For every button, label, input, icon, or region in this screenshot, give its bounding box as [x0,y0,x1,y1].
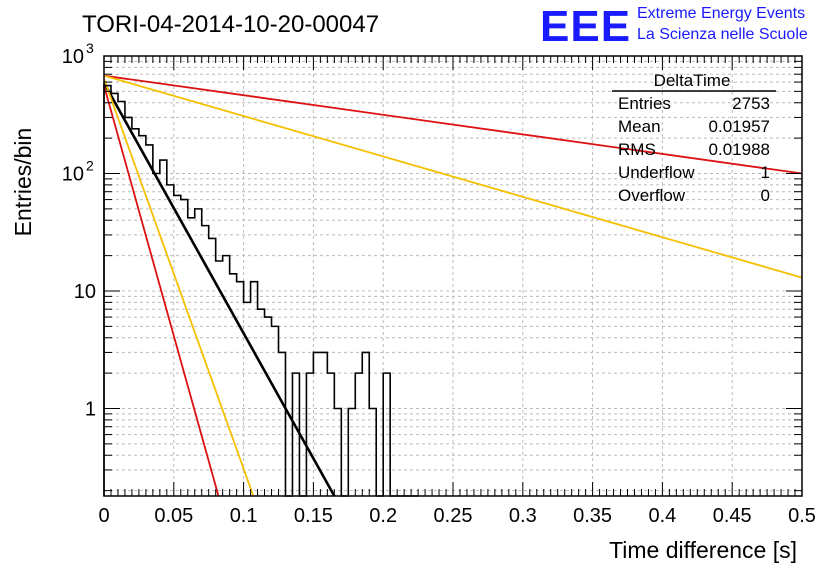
x-tick-label: 0.5 [788,505,816,527]
y-tick-label: 10 [62,46,84,68]
x-tick-label: 0.4 [648,505,676,527]
y-axis-label: Entries/bin [10,128,36,237]
x-tick-label: 0.05 [154,505,193,527]
stats-value: 2753 [732,94,770,113]
x-tick-label: 0.15 [294,505,333,527]
y-tick-exponent: 2 [86,157,94,173]
y-tick-label: 1 [85,398,96,420]
chart-title: TORI-04-2014-10-20-00047 [82,11,379,38]
histogram-outline [103,84,419,497]
stats-value: 0.01957 [709,117,770,136]
eee-logo: EEE Extreme Energy Events La Scienza nel… [540,2,808,51]
x-tick-label: 0 [98,505,109,527]
inner_band-curve [103,74,803,279]
stats-rows: Entries 2753 Mean 0.01957 RMS 0.01988 Underflo… [618,94,770,205]
logo-line2: La Scienza nelle Scuole [637,26,808,43]
y-tick-exponent: 3 [86,40,94,56]
inner_band-curve [103,78,255,497]
logo-mark: EEE [540,2,631,51]
fit-curve [102,82,336,497]
fit-curves [102,74,803,497]
histogram [103,84,419,497]
x-tick-label: 0.3 [509,505,537,527]
stats-label: Overflow [618,186,686,205]
stats-box: DeltaTime Entries 2753 Mean 0.01957 RMS 0.019… [612,71,776,205]
y-tick-label: 10 [74,281,96,303]
x-tick-labels: 0 0.05 0.1 0.15 0.2 0.25 0.3 0.35 0.4 0.45 0.5 [98,505,815,527]
stats-value: 0 [761,186,770,205]
x-tick-label: 0.45 [713,505,752,527]
x-tick-label: 0.25 [434,505,473,527]
stats-label: RMS [618,140,656,159]
outer_band-curve [103,74,803,175]
outer_band-curve [103,85,220,497]
x-axis-label: Time difference [s] [609,537,797,563]
logo-line1: Extreme Energy Events [637,5,805,22]
stats-label: Entries [618,94,671,113]
stats-value: 0.01988 [709,140,770,159]
stats-value: 1 [761,163,770,182]
stats-label: Underflow [618,163,695,182]
stats-label: Mean [618,117,661,136]
x-tick-label: 0.1 [230,505,258,527]
x-tick-label: 0.35 [573,505,612,527]
y-tick-label: 10 [62,163,84,185]
grid-lines [104,56,802,496]
axis-ticks [103,55,803,496]
x-tick-label: 0.2 [369,505,397,527]
stats-title: DeltaTime [654,71,731,90]
